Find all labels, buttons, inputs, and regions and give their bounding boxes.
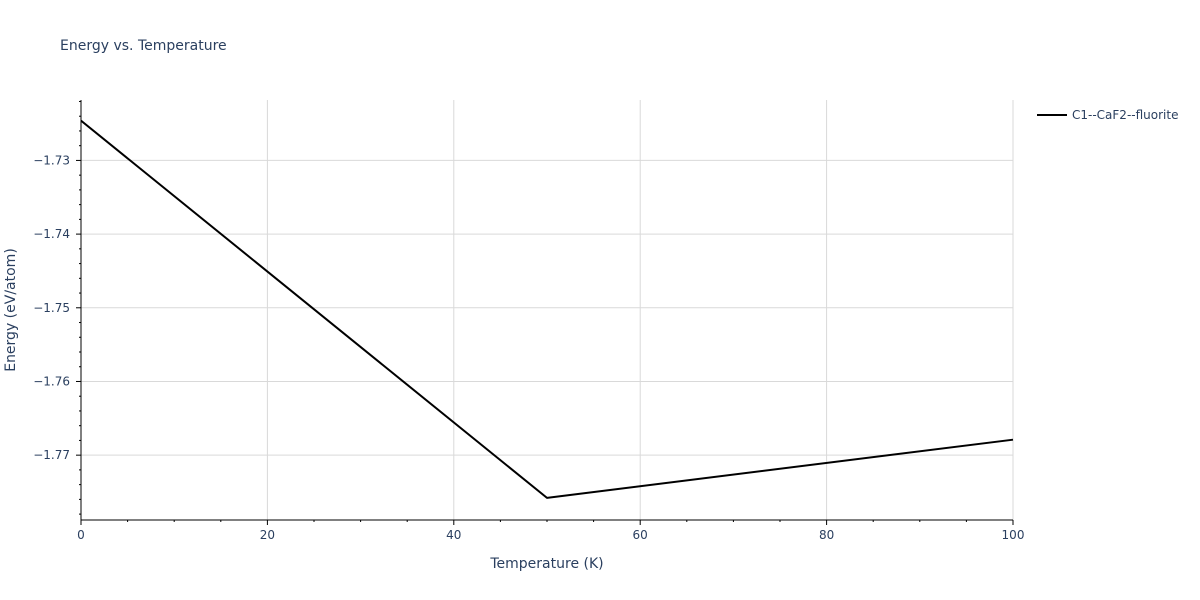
x-tick-label: 80	[819, 528, 834, 542]
x-tick-label: 60	[633, 528, 648, 542]
grid	[81, 100, 1014, 520]
y-tick-label: −1.73	[33, 153, 70, 167]
legend[interactable]: C1--CaF2--fluorite	[1037, 108, 1178, 122]
x-tick-label: 20	[260, 528, 275, 542]
series-line[interactable]	[80, 119, 1014, 499]
x-axis-title: Temperature (K)	[489, 556, 603, 572]
y-tick-label: −1.77	[33, 448, 70, 462]
ticks: 0 20 40 60 80 100 −1.73 −1.74 −1.75 −1.76 −1.77	[33, 100, 1025, 542]
x-tick-label: 40	[446, 528, 461, 542]
x-tick-label: 0	[77, 528, 85, 542]
chart-title: Energy vs. Temperature	[60, 38, 227, 54]
y-tick-label: −1.75	[33, 301, 70, 315]
y-tick-label: −1.76	[33, 374, 70, 388]
series	[80, 119, 1014, 499]
x-tick-label: 100	[1002, 528, 1025, 542]
y-axis-title: Energy (eV/atom)	[3, 248, 19, 372]
legend-label: C1--CaF2--fluorite	[1072, 108, 1178, 122]
y-tick-label: −1.74	[33, 227, 70, 241]
